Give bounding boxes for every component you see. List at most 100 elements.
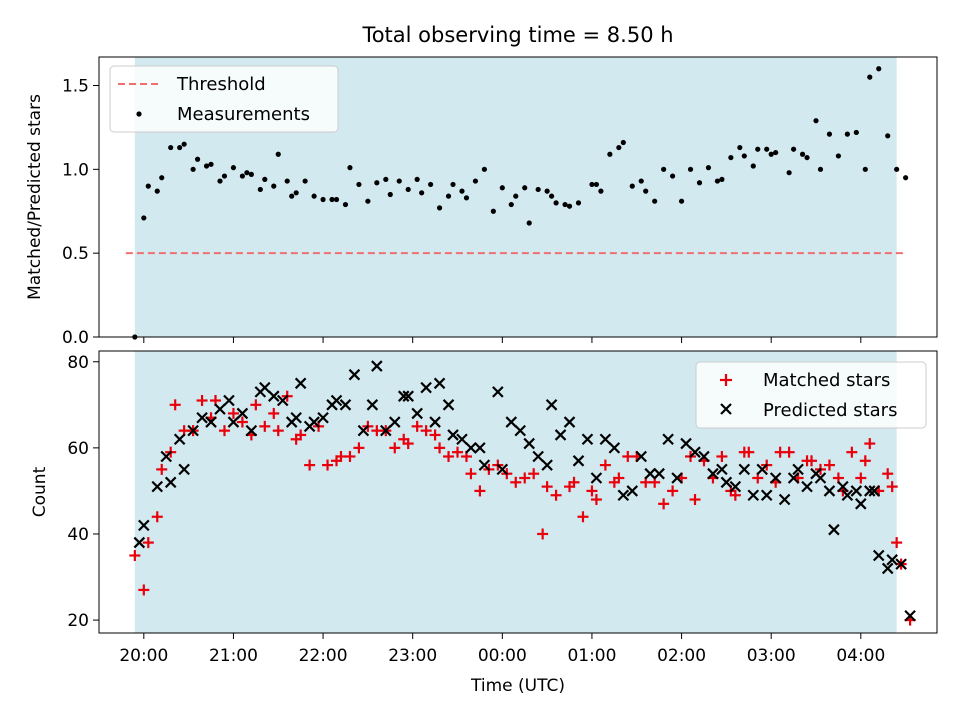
predicted-stars-point [545,399,558,411]
matched-stars-point [743,446,755,458]
predicted-stars-point [680,437,692,450]
matched-stars-point [344,450,356,462]
matched-stars-point [304,459,316,471]
predicted-stars-point [357,424,370,437]
measurement-point [374,180,380,186]
measurement-point [526,220,532,226]
predicted-stars-point [196,411,208,424]
bottom-y-axis-label: Count [30,466,50,517]
top-legend: Threshold Measurements [109,65,339,133]
predicted-stars-point [644,467,656,480]
predicted-stars-point [227,416,240,428]
measurement-point [598,188,604,194]
predicted-stars-point [868,485,881,497]
x-tick-label: 00:00 [478,646,527,666]
predicted-stars-point [420,381,432,394]
measurement-point [271,183,277,189]
top-legend-box [109,65,339,133]
star-count-points [129,360,916,626]
predicted-stars-point [474,442,486,454]
matched-stars-point [272,425,284,437]
matched-stars-point [613,472,625,484]
predicted-stars-point [881,562,894,575]
measurement-point [347,165,353,171]
measurement-point [728,154,734,161]
measurement-point [719,176,725,182]
measurement-point [553,200,559,206]
measurement-point [472,178,479,184]
predicted-stars-point [442,399,455,411]
matched-stars-point [250,399,262,411]
predicted-stars-point [837,480,849,493]
matched-stars-point [577,511,589,523]
measurement-point [154,188,160,194]
matched-stars-point [353,442,365,454]
matched-stars-point [259,420,271,432]
x-tick-label: 03:00 [747,646,796,666]
predicted-stars-point [738,463,751,476]
matched-stars-point [465,468,477,480]
matched-stars-point [138,584,150,596]
measurement-point [365,198,371,204]
matched-stars-point [196,395,208,407]
matched-stars-point [510,476,522,488]
measurement-point [817,166,824,172]
predicted-legend-label: Predicted stars [763,400,897,421]
x-tick-label: 21:00 [209,646,258,666]
measurement-point [203,163,210,169]
bottom-panel: 20 40 60 80 20:00 21:00 22:00 23:00 00:00 01:00 0… [30,350,938,696]
measurement-point [652,198,658,204]
predicted-stars-point [478,459,491,471]
measurement-point [414,176,420,182]
bottom-plot-frame [98,350,938,634]
measurement-point [853,129,859,136]
measurement-point [786,170,792,176]
measurement-point [737,144,743,151]
predicted-stars-point [760,489,773,502]
predicted-stars-point [689,446,701,458]
measurement-point [239,173,246,179]
matched-stars-point [823,459,835,471]
measurement-point [696,180,703,186]
predicted-stars-point [294,377,307,390]
measurement-point [705,165,712,171]
measurement-point [826,131,833,137]
measurement-point [638,178,644,184]
measurement-point [481,166,487,172]
matched-stars-point [443,450,455,462]
measurement-point [714,178,721,184]
matched-stars-point [806,455,818,467]
matched-stars-point [218,425,230,437]
measurement-point [428,181,434,188]
measurement-point [768,151,774,157]
matched-stars-point [434,442,446,454]
bottom-y-ticks: 20 40 60 80 [67,353,99,631]
measurement-point [293,190,299,196]
predicted-stars-point [447,429,459,441]
measurement-point [513,193,519,199]
matched-stars-point [142,537,154,549]
measurement-point [190,166,196,172]
y-tick-label: 80 [67,353,89,373]
measurement-point [145,183,151,189]
predicted-stars-point [236,407,249,420]
predicted-stars-point [554,429,567,441]
predicted-stars-point [787,472,800,484]
predicted-stars-point [505,416,518,428]
matched-stars-point [846,446,858,458]
predicted-stars-point [371,360,383,372]
predicted-stars-point [850,485,863,497]
predicted-stars-point [532,450,544,463]
predicted-stars-point [886,554,898,566]
predicted-stars-point [164,476,177,489]
measurement-point [764,146,770,152]
matched-legend-swatch [720,374,732,386]
predicted-stars-point [756,463,769,476]
measurement-point [620,139,626,146]
predicted-stars-point [366,399,379,411]
predicted-stars-point [841,489,854,502]
measurement-point [141,215,147,221]
y-tick-label: 0.0 [62,328,89,348]
predicted-stars-point [792,463,804,476]
measurement-point [844,131,850,137]
